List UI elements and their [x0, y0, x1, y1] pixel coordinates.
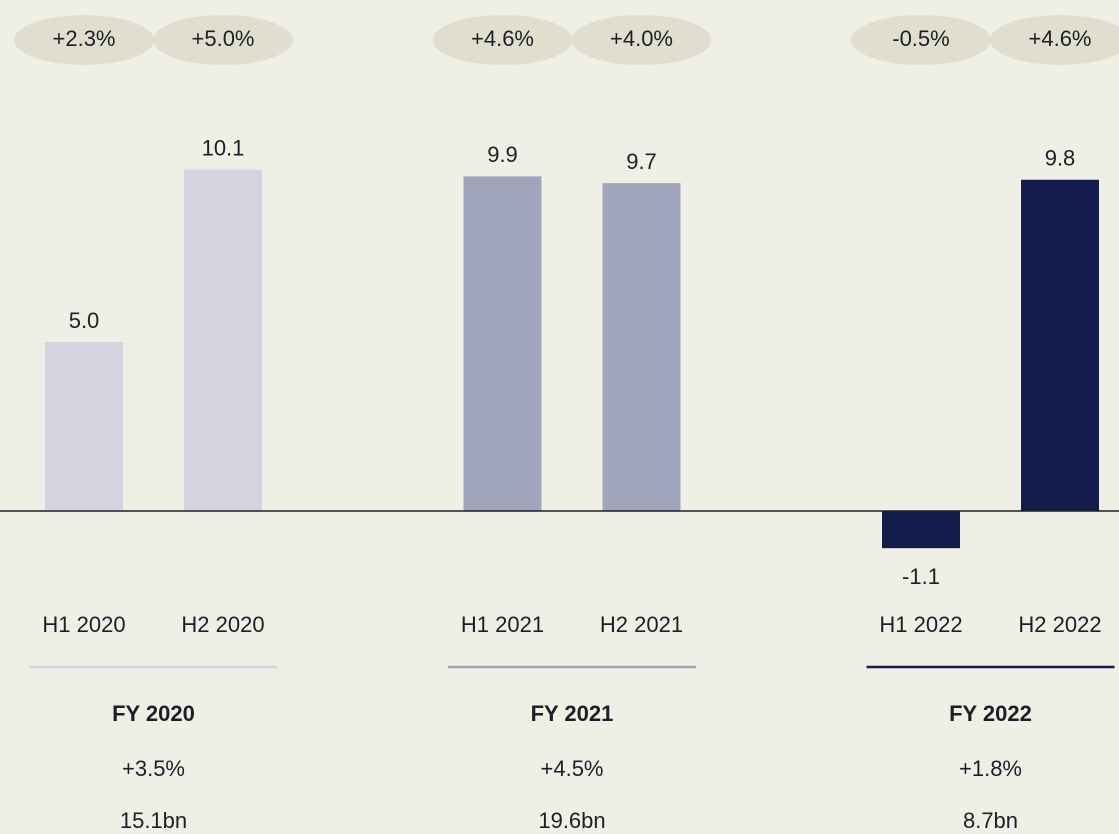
value-label: 5.0	[69, 308, 100, 333]
growth-label: -0.5%	[892, 26, 949, 51]
category-label: H1 2020	[42, 612, 125, 637]
growth-pill	[851, 15, 991, 65]
bar	[463, 176, 542, 511]
bar	[184, 169, 262, 511]
value-label: 10.1	[202, 135, 245, 160]
value-label: 9.7	[626, 149, 657, 174]
group-name: FY 2021	[531, 701, 614, 726]
value-label: -1.1	[902, 564, 940, 589]
group-growth: +4.5%	[541, 756, 604, 781]
growth-pill	[571, 15, 712, 65]
group-growth: +3.5%	[122, 756, 185, 781]
growth-label: +4.6%	[1029, 26, 1092, 51]
category-label: H2 2021	[600, 612, 683, 637]
group-growth: +1.8%	[959, 756, 1022, 781]
group-name: FY 2020	[112, 701, 195, 726]
category-label: H1 2022	[879, 612, 962, 637]
bar	[602, 183, 681, 511]
growth-pill	[990, 15, 1119, 65]
value-label: 9.8	[1045, 146, 1076, 171]
category-label: H2 2020	[181, 612, 264, 637]
value-label: 9.9	[487, 142, 518, 167]
group-total: 19.6bn	[538, 808, 605, 833]
category-label: H1 2021	[461, 612, 544, 637]
growth-label: +4.6%	[471, 26, 534, 51]
category-label: H2 2022	[1018, 612, 1101, 637]
growth-label: +2.3%	[53, 26, 116, 51]
growth-pill	[153, 15, 293, 65]
growth-label: +4.0%	[610, 26, 673, 51]
group-total: 8.7bn	[963, 808, 1018, 833]
group-total: 15.1bn	[120, 808, 187, 833]
growth-pill	[432, 15, 573, 65]
growth-label: +5.0%	[192, 26, 255, 51]
growth-pill	[14, 15, 154, 65]
bar	[1021, 179, 1099, 511]
bar	[882, 511, 960, 549]
bar	[45, 342, 123, 511]
group-name: FY 2022	[949, 701, 1032, 726]
